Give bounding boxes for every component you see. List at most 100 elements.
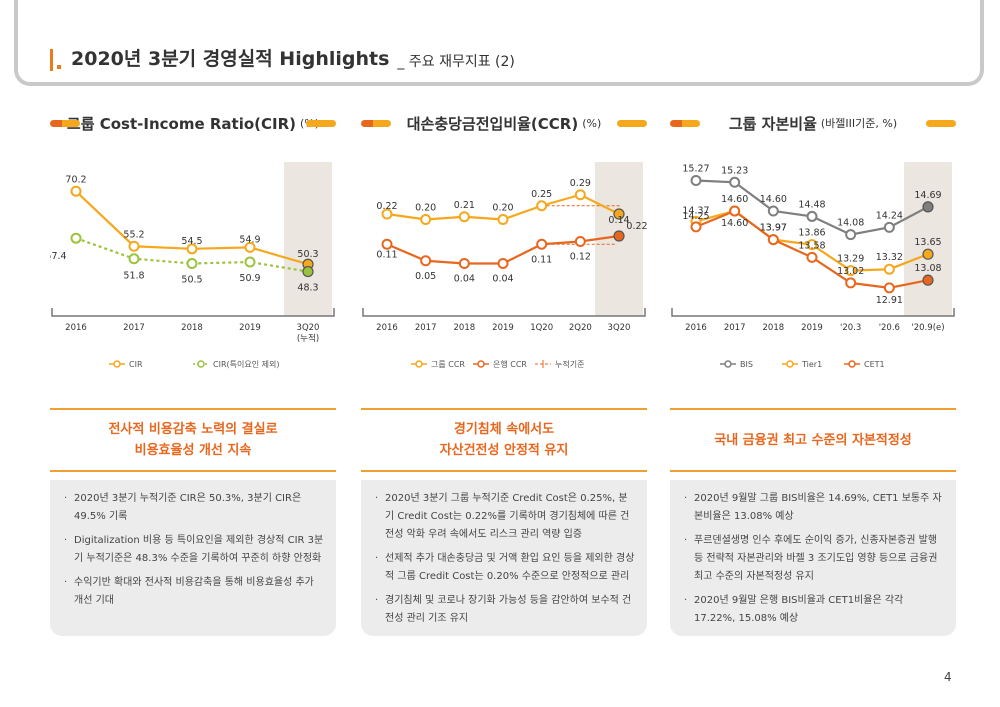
data-point	[420, 214, 432, 225]
bullet-item: 2020년 9월말 그룹 BIS비율은 14.69%, CET1 보통주 자본비…	[684, 490, 944, 526]
x-tick-label: 3Q20	[608, 323, 631, 333]
panel-title: 대손충당금전입비율(CCR)	[406, 114, 579, 133]
data-label: 0.29	[570, 178, 591, 189]
data-label: 13.97	[760, 223, 787, 234]
panel-title: 그룹 Cost-Income Ratio(CIR)	[66, 114, 297, 133]
data-point	[128, 240, 140, 252]
data-point	[186, 243, 198, 255]
panel-unit: (%)	[582, 116, 602, 130]
bullet-item: 선제적 추가 대손충당금 및 거액 환입 요인 등을 제외한 경상적 그룹 Cr…	[375, 550, 635, 586]
data-point	[767, 205, 779, 217]
data-label: 0.22	[626, 221, 647, 232]
data-point	[70, 185, 82, 197]
data-point	[690, 174, 702, 186]
data-label: 0.11	[376, 249, 397, 260]
panel-ccr: 대손충당금전입비율(CCR) (%) 2016 2017 2018 2019 1Q20 2…	[361, 110, 647, 636]
bullet-box: 2020년 9월말 그룹 BIS비율은 14.69%, CET1 보통주 자본비…	[670, 480, 956, 636]
data-label: 54.9	[239, 234, 260, 245]
panel-unit: (바젤III기준, %)	[820, 117, 898, 130]
legend-marker	[724, 360, 732, 368]
data-point	[244, 256, 256, 268]
bullet-box: 2020년 3분기 누적기준 CIR은 50.3%, 3분기 CIR은 49.5…	[50, 480, 336, 636]
bullet-item: 푸르덴셜생명 인수 후에도 순이익 증가, 신종자본증권 발행 등 전략적 자본…	[684, 532, 944, 586]
legend-marker	[786, 360, 794, 368]
data-point	[767, 234, 779, 246]
data-point	[381, 238, 393, 250]
legend-label: 그룹 CCR	[431, 360, 465, 369]
highlight-band	[284, 162, 332, 316]
data-label: 0.14	[608, 215, 629, 226]
data-point	[128, 253, 140, 265]
ccr-chart: 2016 2017 2018 2019 1Q20 2Q20 3Q20 0.22 0.20 0.21…	[362, 162, 647, 369]
page-subtitle: _ 주요 재무지표 (2)	[397, 54, 515, 70]
data-label: 50.9	[239, 273, 260, 284]
data-point	[806, 210, 818, 222]
data-point	[922, 248, 934, 260]
data-point	[613, 230, 625, 242]
header-pill-right	[617, 120, 647, 127]
data-label: 14.60	[760, 194, 787, 205]
data-label: 14.25	[682, 211, 709, 222]
headline-line-1: 경기침체 속에서도	[453, 422, 555, 437]
data-point	[806, 239, 818, 251]
data-label: 13.65	[914, 237, 941, 248]
highlight-band	[904, 162, 952, 316]
headline-line-2: 비용효율성 개선 지속	[134, 443, 252, 458]
bullet-item: 2020년 3분기 누적기준 CIR은 50.3%, 3분기 CIR은 49.5…	[64, 490, 324, 526]
headline-line-2: 자산건전성 안정적 유지	[439, 443, 569, 458]
data-point	[729, 205, 741, 217]
data-point	[497, 258, 509, 269]
x-tick-label: 2019	[239, 323, 261, 333]
panel-header: 대손충당금전입비율(CCR) (%)	[361, 110, 647, 136]
data-point	[381, 208, 393, 220]
data-point	[845, 265, 857, 277]
x-tick-label: 2016	[376, 323, 398, 333]
data-label: 13.29	[837, 254, 864, 265]
data-label: 14.08	[837, 218, 864, 229]
data-label: 55.2	[123, 229, 144, 240]
x-tick-label: '20.9(e)	[911, 323, 944, 333]
data-label: 15.23	[721, 165, 748, 176]
page-number: 4	[944, 670, 952, 684]
x-tick-label: (누적)	[297, 333, 319, 344]
data-point	[458, 258, 470, 269]
data-point	[536, 200, 548, 212]
data-label: 54.5	[181, 236, 202, 247]
x-tick-label: '20.6	[879, 323, 900, 333]
data-label: 0.04	[492, 274, 513, 285]
header-pill-left	[670, 120, 700, 127]
x-tick-label: 2016	[685, 323, 707, 333]
legend-marker	[415, 360, 423, 368]
headline-line-1: 전사적 비용감축 노력의 결실로	[108, 422, 278, 437]
legend-label: 누적기준	[555, 359, 584, 369]
data-label: 15.27	[682, 163, 709, 174]
data-label: 13.08	[914, 263, 941, 274]
data-point	[613, 208, 625, 220]
panel-cir: 그룹 Cost-Income Ratio(CIR) (%) 2016201720…	[50, 110, 336, 636]
data-label: 14.24	[876, 210, 903, 221]
x-tick-label: 2018	[454, 323, 476, 333]
data-point	[845, 229, 857, 241]
data-point	[536, 238, 548, 250]
x-tick-label: 2016	[65, 323, 87, 333]
data-point	[458, 211, 470, 223]
bullet-item: 수익기반 확대와 전사적 비용감축을 통해 비용효율성 추가 개선 기대	[64, 574, 324, 610]
data-point	[883, 221, 895, 233]
data-label: 13.86	[798, 228, 825, 239]
x-axis	[362, 308, 646, 317]
legend-label: CET1	[864, 360, 885, 369]
data-point	[922, 201, 934, 213]
data-label: 0.25	[531, 189, 552, 200]
data-label: 50.5	[181, 275, 202, 286]
data-label: 0.12	[570, 252, 591, 263]
legend-marker	[477, 360, 485, 368]
x-tick-label: 3Q20	[297, 323, 320, 333]
page-header: 2020년 3분기 경영실적 Highlights _ 주요 재무지표 (2)	[50, 44, 515, 71]
data-label: 0.11	[531, 254, 552, 265]
x-tick-label: 2018	[181, 323, 203, 333]
data-point	[574, 189, 586, 201]
data-label: 13.58	[798, 240, 825, 251]
data-label: 14.37	[682, 205, 709, 216]
page-title: 2020년 3분기 경영실적 Highlights	[71, 48, 390, 70]
data-label: 48.3	[297, 283, 318, 294]
